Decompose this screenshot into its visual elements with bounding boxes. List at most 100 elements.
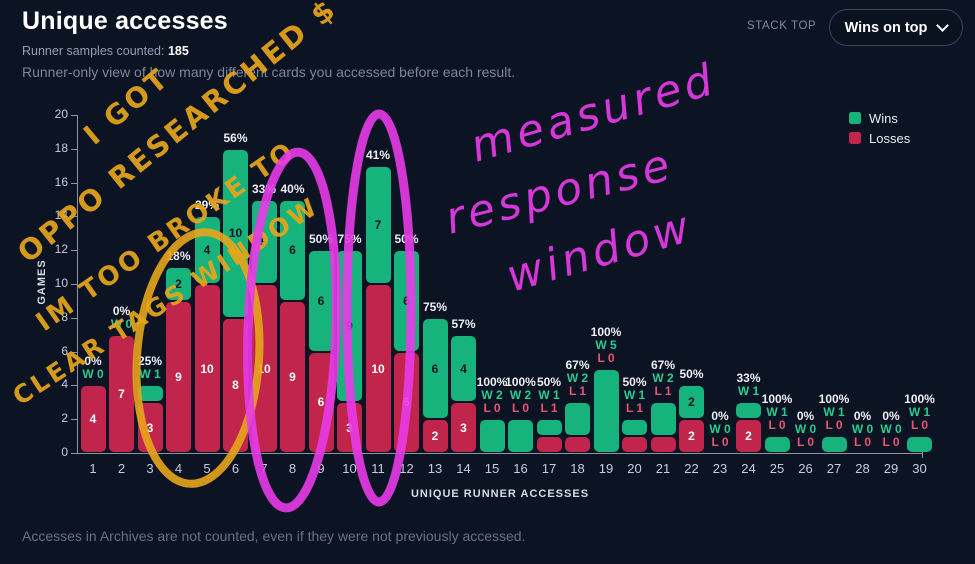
win-bar-segment [508, 420, 533, 452]
bar-losses-label: L 1 [654, 384, 672, 399]
page-title: Unique accesses [22, 7, 228, 35]
legend-item-losses: Losses [849, 128, 910, 148]
bar-losses-label: L 0 [597, 350, 615, 365]
x-tick-label: 24 [741, 461, 756, 476]
x-tick-label: 15 [484, 461, 500, 476]
win-bar-segment [451, 335, 476, 402]
bar-pct-label: 29% [194, 198, 220, 213]
x-tick-label: 16 [513, 461, 528, 476]
win-bar-segment [736, 403, 761, 419]
bar-losses-label: L 1 [540, 401, 558, 416]
win-bar-segment [137, 386, 163, 402]
bar-losses-label: L 0 [796, 435, 815, 449]
x-tick-label: 21 [655, 461, 671, 476]
x-axis-line [77, 453, 922, 454]
loss-bar-segment [422, 420, 448, 452]
bar-pct-label: 50% [536, 375, 562, 390]
bar-wins-label: W 1 [737, 384, 760, 399]
y-tick-mark [71, 250, 77, 252]
win-count-label: 6 [431, 361, 439, 376]
bar-wins-label: W 1 [908, 405, 931, 420]
samples-value: 185 [167, 44, 189, 58]
loss-count-label: 9 [175, 369, 182, 384]
loss-bar-segment [109, 335, 134, 452]
samples-counter: Runner samples counted: 185 [22, 44, 189, 58]
loss-bar-segment [565, 437, 590, 452]
x-tick-label: 11 [371, 461, 385, 476]
bar-wins-label: W 2 [509, 388, 532, 403]
legend-item-wins: Wins [849, 108, 910, 128]
bar-pct-label: 50% [622, 375, 647, 390]
stack-top-label: STACK TOP [747, 20, 817, 32]
bar-losses-label: L 0 [825, 418, 843, 433]
x-tick-label: 29 [883, 461, 899, 476]
bar-wins-label: W 1 [538, 388, 560, 403]
win-count-label: 6 [317, 293, 325, 308]
x-tick-label: 18 [570, 461, 585, 476]
win-bar-segment [650, 403, 676, 436]
x-tick-label: 2 [117, 461, 126, 476]
loss-count-label: 10 [257, 361, 271, 376]
bar-losses-label: L 1 [568, 384, 587, 399]
y-tick-label: 20 [54, 107, 68, 121]
y-tick-label: 2 [61, 411, 68, 426]
x-tick-label: 10 [342, 461, 357, 476]
bar-losses-label: L 1 [625, 401, 644, 416]
x-axis-title: UNIQUE RUNNER ACCESSES [410, 488, 590, 500]
bar-pct-label: 0% [853, 409, 872, 423]
y-axis-title: GAMES [36, 259, 48, 305]
win-count-label: 4 [203, 243, 211, 258]
bar-pct-label: 56% [223, 130, 248, 145]
win-bar-segment [536, 420, 562, 436]
chart-description: Runner-only view of how many different c… [22, 64, 516, 80]
bar-pct-label: 50% [679, 367, 704, 382]
x-tick-label: 25 [769, 461, 785, 476]
bar-wins-label: W 5 [595, 337, 617, 352]
loss-bar-segment [622, 437, 647, 452]
x-tick-label: 23 [712, 461, 728, 476]
bar-losses-label: L 0 [768, 418, 786, 433]
bar-pct-label: 67% [650, 358, 676, 373]
bar-pct-label: 0% [112, 303, 131, 318]
x-tick-label: 28 [855, 461, 870, 476]
loss-count-label: 9 [289, 369, 296, 384]
win-count-label: 2 [175, 277, 182, 291]
bar-pct-label: 100% [761, 392, 793, 407]
loss-bar-segment [650, 437, 676, 452]
loss-count-label: 10 [371, 361, 385, 376]
loss-count-label: 2 [745, 429, 752, 444]
loss-count-label: 10 [200, 361, 214, 376]
stack-top-select[interactable]: Wins on top [829, 9, 963, 46]
loss-count-label: 3 [460, 420, 467, 435]
bar-wins-label: W 0 [709, 422, 731, 436]
y-tick-label: 12 [54, 242, 68, 257]
x-tick-label: 30 [912, 461, 927, 476]
win-bar-segment [593, 369, 619, 452]
bar-wins-label: W 2 [652, 371, 674, 386]
y-tick-mark [71, 216, 77, 218]
bar-pct-label: 100% [590, 324, 622, 339]
bar-wins-label: W 1 [823, 405, 845, 420]
loss-bar-segment [736, 420, 761, 452]
loss-bar-segment [80, 386, 106, 452]
bar-pct-label: 33% [736, 371, 761, 386]
win-count-label: 2 [688, 395, 695, 410]
x-tick-label: 14 [456, 461, 471, 476]
bar-pct-label: 0% [882, 409, 900, 423]
y-tick-mark [71, 317, 77, 319]
x-tick-label: 9 [317, 461, 325, 476]
win-count-label: 9 [346, 319, 353, 334]
y-tick-label: 14 [54, 208, 68, 223]
bar-losses-label: L 0 [511, 401, 530, 416]
samples-label: Runner samples counted: [22, 44, 165, 58]
bar-losses-label: L 0 [882, 435, 900, 449]
x-tick-label: 7 [260, 461, 268, 476]
x-axis-end-tick [922, 446, 923, 458]
loss-bar-segment [679, 420, 704, 452]
wins-swatch-icon [849, 112, 861, 124]
x-tick-label: 1 [89, 461, 97, 476]
y-tick-label: 0 [61, 445, 68, 459]
bar-wins-label: W 2 [566, 371, 589, 386]
y-tick-label: 18 [54, 140, 68, 155]
